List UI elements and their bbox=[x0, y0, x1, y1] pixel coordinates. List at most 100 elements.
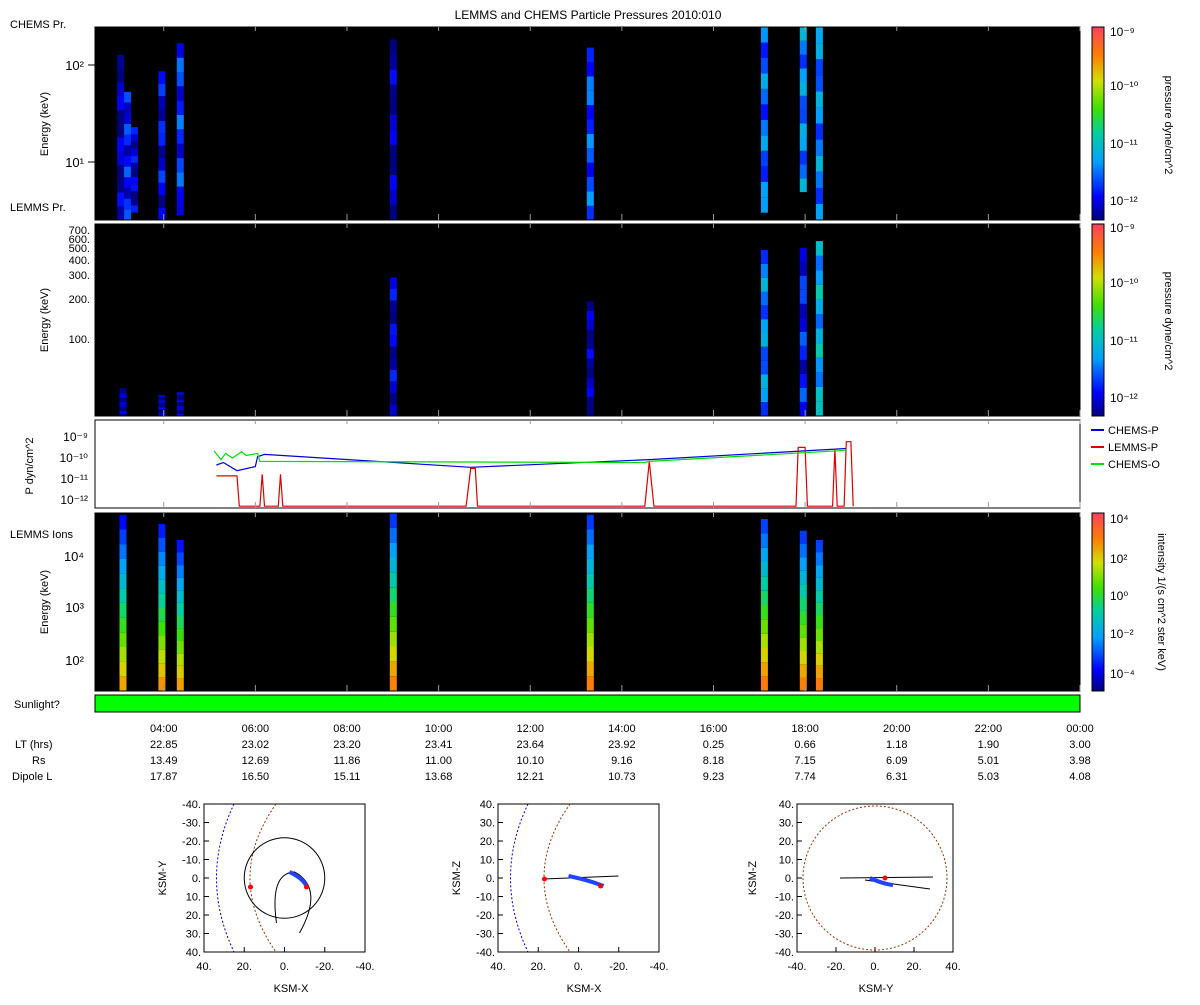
orbit-plot-xy: KSM-X KSM-Y -40. -30. -20. -10. 0. 10. 20. 30. 4… bbox=[157, 799, 374, 995]
heatmap-cell-0-5 bbox=[119, 402, 127, 405]
heatmap-cell-0-1 bbox=[119, 411, 127, 414]
legend-lemms-p: LEMMS-P bbox=[1108, 442, 1158, 454]
lt-value: 23.92 bbox=[608, 739, 636, 751]
rs-value: 12.69 bbox=[242, 755, 270, 767]
heatmap-cell-6-8 bbox=[799, 289, 807, 304]
lemms-ytick-100: 100. bbox=[69, 334, 90, 346]
orbit-ytick-label: -30. bbox=[182, 818, 201, 830]
heatmap-cell-5-3 bbox=[389, 159, 397, 175]
orbit-ytick-label: -30. bbox=[775, 929, 794, 941]
rs-value: 5.01 bbox=[978, 755, 999, 767]
heatmap-cell-0-10 bbox=[119, 390, 127, 393]
heatmap-cell-6-7 bbox=[799, 584, 807, 598]
lt-value: 23.64 bbox=[516, 739, 544, 751]
ions-ytick-2: 10³ bbox=[65, 600, 84, 615]
time-tick-label: 22:00 bbox=[975, 723, 1003, 735]
heatmap-cell-2-11 bbox=[130, 127, 138, 135]
heatmap-cell-6-7 bbox=[586, 105, 594, 120]
orbit-yz-xlabel: KSM-Y bbox=[859, 983, 895, 995]
heatmap-cell-7-6 bbox=[760, 104, 768, 120]
heatmap-cell-4-5 bbox=[586, 358, 594, 369]
heatmap-cell-7-5 bbox=[815, 328, 823, 344]
rs-value: 3.98 bbox=[1069, 755, 1090, 767]
heatmap-cell-3-7 bbox=[389, 323, 397, 336]
heatmap-cell-4-9 bbox=[586, 544, 594, 559]
orbit-segment bbox=[869, 876, 894, 887]
heatmap-cell-6-11 bbox=[799, 247, 807, 262]
heatmap-cell-2-8 bbox=[130, 148, 138, 156]
heatmap-cell-2-8 bbox=[176, 398, 184, 401]
heatmap-cell-6-4 bbox=[586, 148, 594, 163]
heatmap-cell-0-4 bbox=[119, 617, 127, 633]
lt-value: 0.66 bbox=[794, 739, 815, 751]
heatmap-cell-5-6 bbox=[389, 114, 397, 130]
orbit-path bbox=[274, 871, 312, 934]
heatmap-cell-3-8 bbox=[389, 312, 397, 324]
heatmap-cell-4-8 bbox=[586, 558, 594, 574]
heatmap-cell-1-8 bbox=[158, 565, 166, 580]
orbit-xy-xlabel: KSM-X bbox=[274, 983, 310, 995]
heatmap-cell-0-6 bbox=[119, 399, 127, 403]
orbit-xtick-label: 20. bbox=[237, 961, 252, 973]
orbit-ytick-label: 20. bbox=[480, 836, 495, 848]
time-tick-label: 04:00 bbox=[150, 723, 178, 735]
heatmap-cell-7-1 bbox=[760, 181, 768, 198]
heatmap-cell-2-5 bbox=[130, 169, 138, 177]
heatmap-cell-6-9 bbox=[586, 76, 594, 91]
heatmap-cell-4-5 bbox=[176, 129, 184, 144]
heatmap-cell-6-3 bbox=[799, 637, 807, 651]
heatmap-cell-2-10 bbox=[176, 394, 184, 397]
heatmap-cell-0-6 bbox=[117, 123, 125, 138]
time-axis: 04:00 22.85 13.49 17.87 06:00 23.02 12.69 16.50… bbox=[150, 27, 1094, 783]
orbit-ytick-label: -40. bbox=[182, 799, 201, 811]
heatmap-cell-8-3 bbox=[799, 137, 807, 151]
heatmap-cell-2-5 bbox=[176, 615, 184, 629]
orbit-ring bbox=[243, 837, 326, 919]
orbit-ytick-label: 40. bbox=[186, 947, 201, 959]
heatmap-cell-7-0 bbox=[760, 197, 768, 213]
heatmap-cell-0-11 bbox=[119, 388, 127, 391]
heatmap-cell-6-1 bbox=[799, 664, 807, 678]
heatmap-cell-6-10 bbox=[799, 261, 807, 276]
ions-ytick-3: 10² bbox=[65, 653, 84, 668]
heatmap-cell-7-9 bbox=[815, 565, 823, 578]
heatmap-cell-7-2 bbox=[815, 372, 823, 387]
heatmap-cell-3-4 bbox=[158, 158, 166, 171]
heatmap-cell-7-5 bbox=[760, 119, 768, 136]
heatmap-cell-1-7 bbox=[158, 579, 166, 594]
heatmap-cell-7-11 bbox=[815, 241, 823, 256]
heatmap-cell-6-3 bbox=[799, 359, 807, 374]
heatmap-cell-5-9 bbox=[760, 547, 768, 562]
heatmap-cell-0-5 bbox=[117, 137, 125, 152]
heatmap-cell-5-5 bbox=[760, 605, 768, 620]
heatmap-cell-2-2 bbox=[176, 410, 184, 413]
chems-frame bbox=[94, 26, 1081, 221]
heatmap-cell-2-6 bbox=[176, 602, 184, 616]
heatmap-cell-4-1 bbox=[586, 661, 594, 677]
heatmap-cell-5-10 bbox=[389, 54, 397, 70]
heatmap-cell-1-2 bbox=[124, 188, 132, 199]
orbit-xtick-label: -20. bbox=[609, 961, 628, 973]
rs-value: 7.15 bbox=[794, 755, 815, 767]
pressure-colorbar-2: 10⁻⁹ 10⁻¹⁰ 10⁻¹¹ 10⁻¹² pressure dyne/cm^… bbox=[1091, 221, 1174, 417]
heatmap-cell-4-7 bbox=[586, 339, 594, 350]
heatmap-cell-6-6 bbox=[799, 597, 807, 611]
heatmap-cell-3-9 bbox=[389, 542, 397, 558]
orbit-xtick-label: 40. bbox=[196, 961, 211, 973]
heatmap-cell-5-5 bbox=[760, 333, 768, 347]
heatmap-cell-8-8 bbox=[799, 68, 807, 83]
orbit-ytick-label: -40. bbox=[476, 947, 495, 959]
heatmap-cell-1-5 bbox=[124, 155, 132, 167]
heatmap-cell-6-1 bbox=[586, 191, 594, 206]
orbit-ytick-label: 30. bbox=[779, 818, 794, 830]
heatmap-cell-0-7 bbox=[117, 110, 125, 124]
heatmap-cell-9-5 bbox=[815, 123, 823, 140]
time-tick-label: 16:00 bbox=[700, 723, 728, 735]
heatmap-cell-3-4 bbox=[389, 358, 397, 370]
heatmap-cell-5-4 bbox=[760, 619, 768, 634]
heatmap-cell-8-10 bbox=[799, 40, 807, 55]
lt-value: 1.18 bbox=[886, 739, 907, 751]
heatmap-cell-1-3 bbox=[158, 635, 166, 650]
dipole-l-value: 13.68 bbox=[425, 771, 453, 783]
heatmap-cell-0-8 bbox=[119, 558, 127, 574]
